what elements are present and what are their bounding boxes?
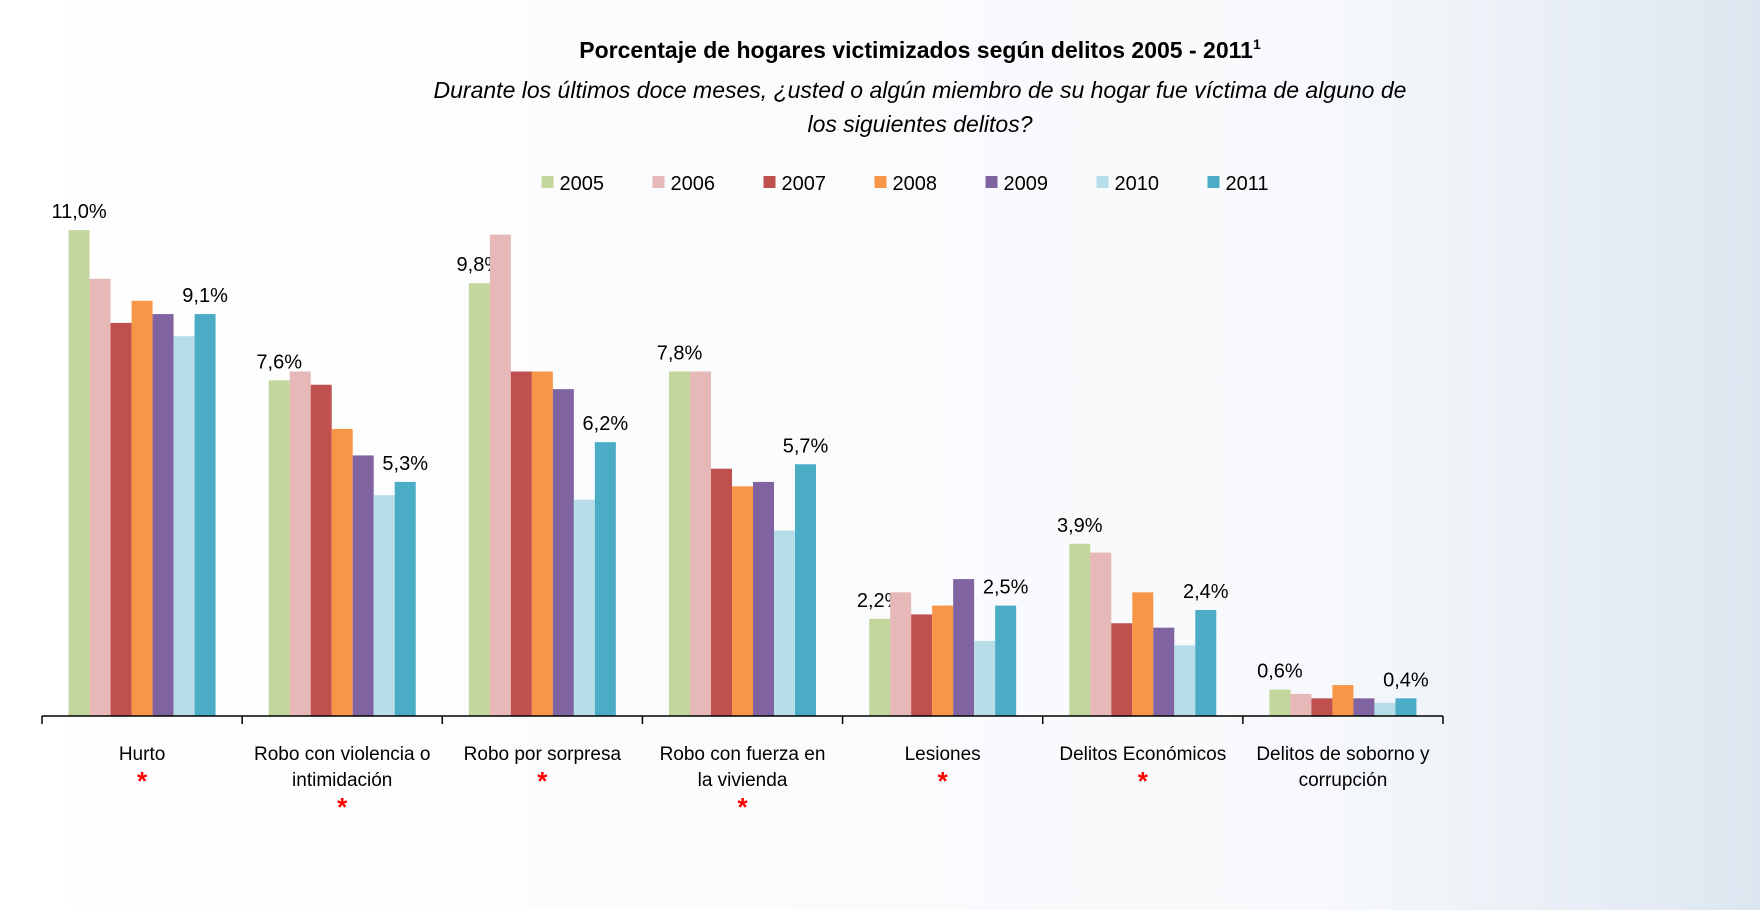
chart-title: Porcentaje de hogares victimizados según… [579, 36, 1261, 63]
x-tick-label: Lesiones [905, 744, 981, 765]
bar [310, 384, 332, 716]
legend-label: 2006 [671, 173, 716, 195]
x-tick-label: Robo con violencia o [254, 744, 430, 765]
data-label: 9,1% [182, 285, 228, 307]
legend-swatch [541, 176, 554, 188]
bar [489, 234, 511, 717]
category-mark: * [137, 766, 148, 796]
data-label: 0,4% [1383, 669, 1429, 691]
data-label: 2,4% [1183, 581, 1229, 603]
legend-swatch [763, 176, 776, 188]
data-label: 7,8% [657, 343, 703, 365]
title-text: Porcentaje de hogares victimizados según… [579, 37, 1253, 63]
bar [1395, 698, 1417, 716]
bar [352, 455, 374, 716]
bar [152, 314, 174, 716]
bar [373, 495, 395, 716]
bar [268, 380, 290, 716]
x-tick-label: la vivienda [698, 770, 788, 791]
bar [1090, 552, 1112, 716]
bar [711, 468, 732, 716]
x-tick-label: Robo por sorpresa [464, 744, 622, 765]
subtitle-line: los siguientes delitos? [807, 111, 1032, 137]
bar [68, 230, 90, 716]
data-label: 6,2% [583, 413, 629, 435]
x-tick-label: Hurto [119, 744, 165, 765]
category-mark: * [537, 766, 548, 796]
bar [1311, 698, 1333, 716]
category-mark: * [1138, 766, 1149, 796]
bar [1353, 698, 1375, 716]
category-mark: * [737, 792, 748, 822]
bar [594, 442, 616, 716]
x-tick-label: Delitos de soborno y [1256, 744, 1430, 765]
bar [890, 592, 912, 716]
bar [732, 486, 753, 716]
bar [394, 481, 416, 716]
x-tick-label: corrupción [1299, 770, 1388, 791]
bar [1195, 610, 1217, 716]
bar [194, 314, 216, 716]
bar [869, 618, 891, 716]
legend-swatch [874, 176, 887, 188]
bar [953, 579, 975, 716]
bar [552, 389, 574, 716]
bar [669, 371, 690, 716]
data-label: 3,9% [1057, 515, 1103, 537]
legend-swatch [1207, 176, 1220, 188]
bar [331, 428, 353, 716]
data-label: 2,5% [983, 577, 1029, 599]
legend-label: 2009 [1004, 173, 1049, 195]
legend-label: 2010 [1115, 173, 1160, 195]
subtitle-line: Durante los últimos doce meses, ¿usted o… [434, 77, 1407, 103]
title-superscript: 1 [1253, 36, 1261, 52]
bar [173, 336, 195, 716]
data-label: 5,7% [783, 435, 829, 457]
legend-label: 2011 [1226, 173, 1269, 195]
bar [1132, 592, 1154, 716]
legend-swatch [652, 176, 665, 188]
data-label: 7,6% [256, 351, 302, 373]
bar [289, 371, 311, 716]
bar [1290, 693, 1312, 716]
data-label: 0,6% [1257, 661, 1303, 683]
bar [974, 640, 996, 716]
legend-label: 2007 [782, 173, 827, 195]
bar [1269, 689, 1291, 716]
bar [911, 614, 933, 716]
bar [774, 530, 795, 716]
bar [110, 322, 132, 716]
bar [1174, 645, 1196, 716]
bar [468, 283, 490, 716]
bar [1069, 543, 1091, 716]
x-tick-label: Robo con fuerza en [660, 744, 826, 765]
bar [131, 300, 153, 716]
x-tick-label: Delitos Económicos [1059, 744, 1226, 765]
bar [753, 481, 774, 716]
bar [573, 499, 595, 716]
bar [89, 278, 111, 716]
bar [510, 371, 532, 716]
bar [1111, 623, 1133, 716]
legend-label: 2008 [893, 173, 938, 195]
data-label: 5,3% [382, 453, 428, 475]
legend-label: 2005 [560, 173, 605, 195]
bar [1332, 685, 1354, 716]
bar [690, 371, 711, 716]
data-label: 11,0% [51, 201, 106, 223]
x-tick-label: intimidación [292, 770, 392, 791]
bar [995, 605, 1017, 716]
bar [1374, 702, 1396, 716]
bar [795, 464, 816, 716]
bar [1153, 627, 1175, 716]
bar [531, 371, 553, 716]
legend-swatch [985, 176, 998, 188]
category-mark: * [938, 766, 949, 796]
category-mark: * [337, 792, 348, 822]
legend-swatch [1096, 176, 1109, 188]
bar [932, 605, 954, 716]
